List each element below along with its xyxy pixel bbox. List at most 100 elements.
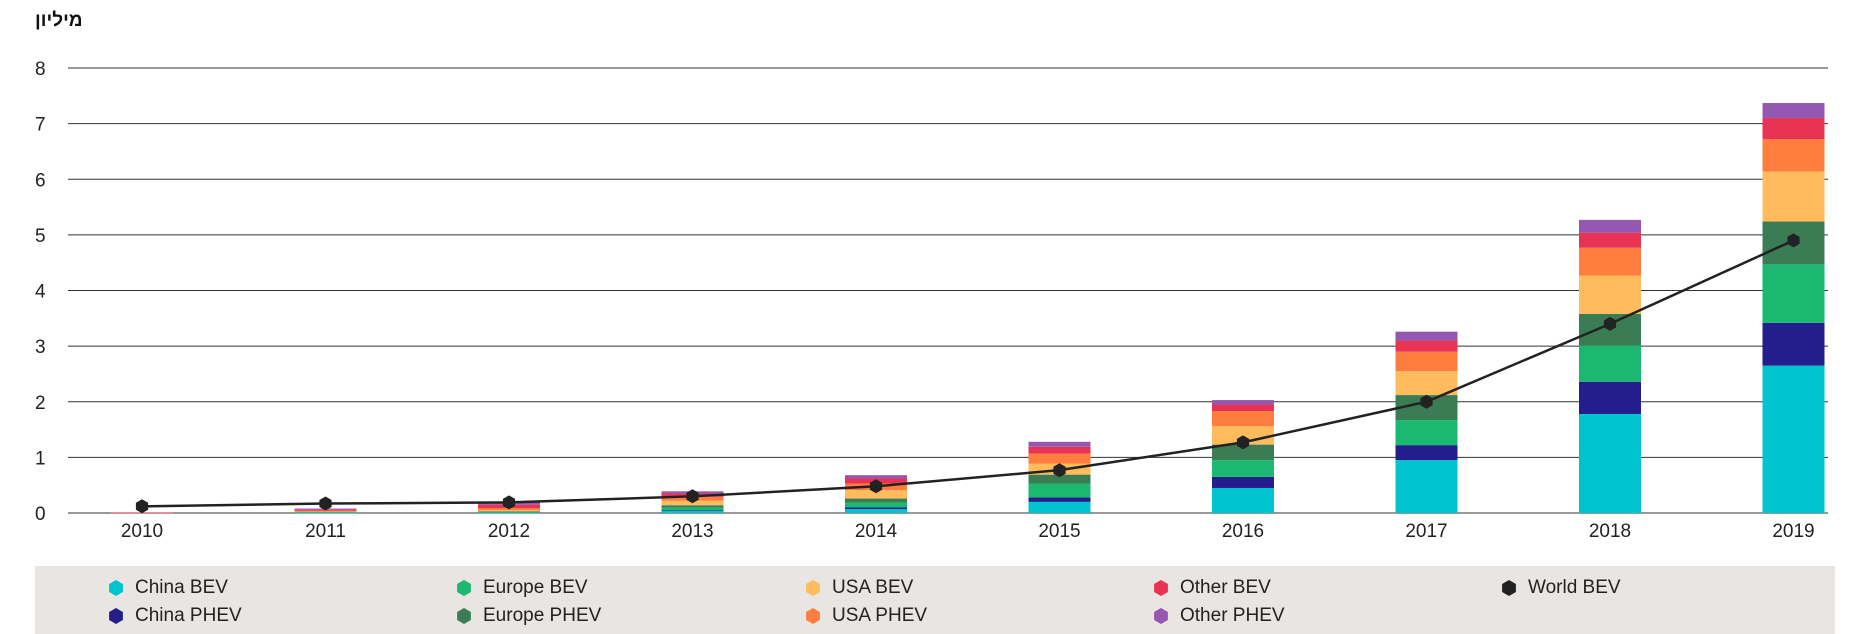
bar-stack-2015 <box>1028 441 1091 513</box>
y-tick-label: 6 <box>35 170 46 191</box>
x-tick-label: 2018 <box>1589 521 1631 542</box>
legend-hexagon-icon <box>457 580 471 596</box>
bar-segment <box>1579 413 1641 513</box>
bar-segment <box>1762 103 1825 119</box>
grid-lines <box>68 67 1828 514</box>
legend-hexagon-icon <box>806 580 820 596</box>
legend-label: Other PHEV <box>1180 605 1285 626</box>
y-tick-label: 1 <box>35 448 46 469</box>
bar-segment <box>845 509 907 513</box>
world-bev-point <box>869 479 883 494</box>
legend-item: Europe PHEV <box>455 602 601 630</box>
bar-segment <box>661 505 724 508</box>
world-bev-point <box>1236 435 1250 450</box>
legend-hexagon-icon <box>109 608 123 624</box>
bar-segment <box>661 507 724 511</box>
x-tick-label: 2017 <box>1405 521 1447 542</box>
bar-segment <box>661 510 724 512</box>
legend-label: Europe BEV <box>483 577 588 598</box>
bar-segment <box>294 511 357 513</box>
bar-segment <box>1028 453 1091 464</box>
x-tick-label: 2019 <box>1772 521 1814 542</box>
x-tick-label: 2010 <box>121 521 163 542</box>
bar-stack-2017 <box>1395 331 1458 513</box>
bar-segment <box>1579 232 1641 248</box>
y-tick-label: 0 <box>35 504 46 525</box>
x-tick-label: 2015 <box>1038 521 1080 542</box>
y-axis-unit-label: מיליון <box>35 10 83 31</box>
legend-item: USA BEV <box>804 574 913 602</box>
legend-hexagon-icon <box>1154 580 1168 596</box>
bar-segment <box>845 498 907 503</box>
bar-segment <box>1395 351 1458 372</box>
bar-segment <box>1579 219 1641 233</box>
bar-segment <box>845 490 907 499</box>
bar-segment <box>1762 139 1825 172</box>
bar-segment <box>1212 404 1274 412</box>
world-bev-point <box>1053 463 1066 478</box>
bar-segment <box>1395 340 1458 352</box>
bar-segment <box>1395 460 1458 513</box>
bar-stacks <box>111 103 1825 514</box>
world-bev-point <box>319 496 332 511</box>
bar-segment <box>1579 247 1641 276</box>
legend-label: USA PHEV <box>832 605 928 626</box>
x-axis-ticks: 2010 2011 2012 2013 2014 2015 2016 2017 2018 2019 <box>121 521 1815 542</box>
bar-segment <box>1395 371 1458 396</box>
bar-segment <box>845 475 907 479</box>
legend-item: China PHEV <box>107 602 242 630</box>
legend-label: China PHEV <box>135 605 242 626</box>
world-bev-point <box>1603 316 1617 331</box>
bar-segment <box>1212 444 1274 461</box>
bar-segment <box>1028 446 1091 454</box>
bar-segment <box>845 502 907 508</box>
bar-segment <box>845 507 907 510</box>
bar-segment <box>1028 441 1091 447</box>
world-bev-point <box>686 489 699 504</box>
bar-segment <box>1579 345 1641 382</box>
bar-stack-2019 <box>1762 103 1825 513</box>
bar-segment <box>1395 445 1458 461</box>
bar-segment <box>478 511 540 513</box>
bar-segment <box>1579 381 1641 414</box>
y-tick-label: 4 <box>35 282 46 303</box>
world-bev-point <box>135 499 149 514</box>
bar-segment <box>1212 411 1274 427</box>
bar-stack-2016 <box>1212 400 1274 513</box>
legend-hexagon-icon <box>109 580 123 596</box>
bar-segment <box>661 510 724 513</box>
y-axis-ticks: 0 1 2 3 4 5 6 7 8 <box>35 59 46 525</box>
bar-segment <box>1762 118 1825 140</box>
legend-hexagon-icon <box>1154 608 1168 624</box>
legend-hexagon-icon <box>457 608 471 624</box>
y-tick-label: 5 <box>35 226 46 247</box>
world-bev-line <box>135 233 1800 514</box>
legend-item: Other BEV <box>1152 574 1271 602</box>
bar-segment <box>294 510 357 512</box>
x-tick-label: 2013 <box>671 521 713 542</box>
y-tick-label: 3 <box>35 337 46 358</box>
bar-segment <box>478 512 540 514</box>
legend-label: China BEV <box>135 577 228 598</box>
legend-label: Other BEV <box>1180 577 1271 598</box>
x-tick-label: 2011 <box>305 521 346 542</box>
x-tick-label: 2016 <box>1222 521 1264 542</box>
bar-segment <box>1395 331 1458 341</box>
world-bev-point <box>502 495 516 510</box>
bar-segment <box>1028 501 1091 513</box>
bar-segment <box>1028 474 1091 484</box>
bar-segment <box>1762 365 1825 513</box>
y-tick-label: 2 <box>35 393 46 414</box>
legend-label: Europe PHEV <box>483 605 602 626</box>
legend: China BEV China PHEV Europe BEV Europe PHEV… <box>35 566 1835 634</box>
world-bev-line-path <box>141 239 1795 508</box>
bar-segment <box>294 512 357 514</box>
bar-segment <box>1212 400 1274 405</box>
y-tick-label: 8 <box>35 59 46 80</box>
legend-label: USA BEV <box>832 577 914 598</box>
bar-segment <box>1212 487 1274 513</box>
bar-segment <box>1762 264 1825 323</box>
bar-segment <box>478 510 540 512</box>
bar-segment <box>1028 483 1091 498</box>
bar-segment <box>1212 460 1274 477</box>
